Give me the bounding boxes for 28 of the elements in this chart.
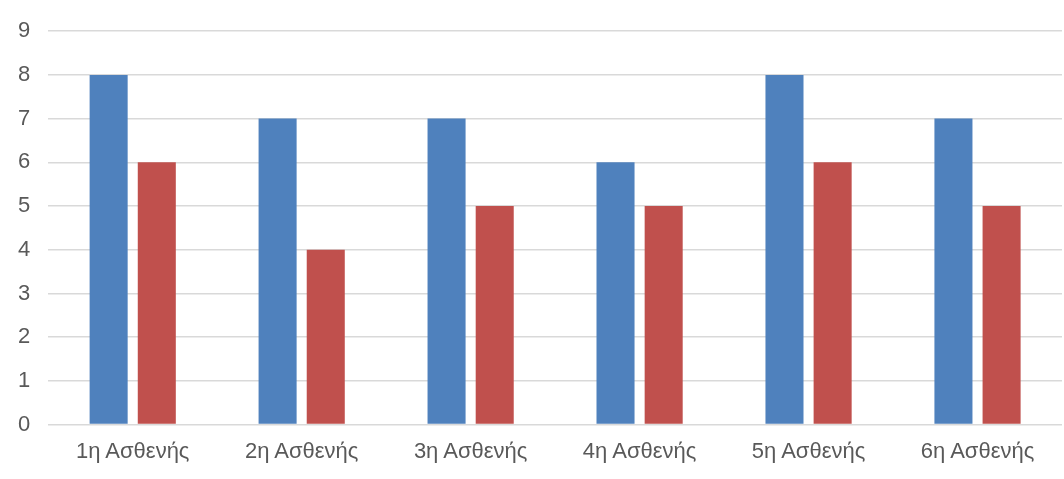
bar (427, 118, 466, 424)
x-tick-label: 1η Ασθενής (75, 437, 190, 463)
bar (137, 162, 176, 424)
y-tick-label: 8 (17, 60, 31, 86)
x-tick-label: 3η Ασθενής (413, 437, 528, 463)
bar (258, 118, 297, 424)
y-tick-label: 6 (17, 148, 31, 174)
bar (89, 74, 128, 424)
y-tick-label: 3 (17, 279, 31, 305)
bar (596, 162, 635, 424)
x-tick-label: 2η Ασθενής (244, 437, 359, 463)
bar (934, 118, 973, 424)
bar (475, 206, 514, 424)
x-tick-label: 4η Ασθενής (582, 437, 697, 463)
y-tick-label: 5 (17, 192, 31, 218)
y-tick-label: 1 (17, 366, 31, 392)
y-tick-label: 9 (17, 17, 31, 43)
bar (982, 206, 1021, 424)
y-tick-label: 0 (17, 410, 31, 436)
y-tick-label: 2 (17, 323, 31, 349)
bar (644, 206, 683, 424)
x-tick-label: 5η Ασθενής (751, 437, 866, 463)
bar (813, 162, 852, 424)
bar (306, 249, 345, 424)
x-tick-label: 6η Ασθενής (920, 437, 1035, 463)
y-tick-label: 7 (17, 104, 31, 130)
bar (765, 74, 804, 424)
y-tick-label: 4 (17, 235, 31, 261)
